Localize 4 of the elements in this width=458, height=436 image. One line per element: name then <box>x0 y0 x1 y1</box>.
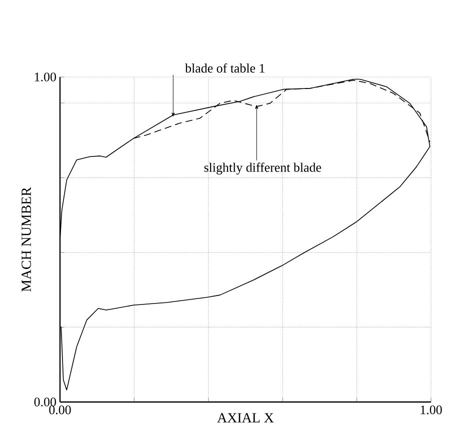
annotation: blade of table 1 <box>185 63 264 73</box>
x-axis-title: AXIAL X <box>217 413 274 422</box>
annotation: slightly different blade <box>204 162 322 175</box>
y-axis-title: MACH NUMBER <box>22 187 31 292</box>
